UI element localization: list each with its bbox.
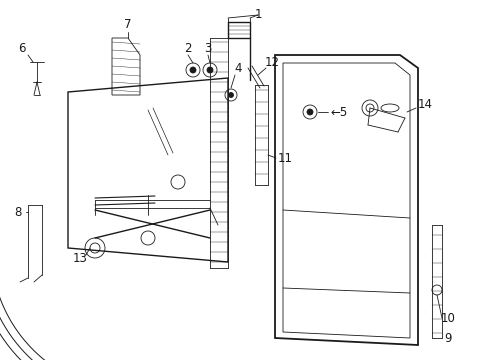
Text: 12: 12 — [264, 55, 279, 68]
Circle shape — [306, 109, 312, 115]
Text: 10: 10 — [440, 311, 454, 324]
Text: 7: 7 — [124, 18, 131, 31]
Circle shape — [206, 67, 213, 73]
Text: ←5: ←5 — [329, 105, 346, 118]
Text: 6: 6 — [18, 41, 26, 54]
Text: 4: 4 — [234, 62, 241, 75]
Text: 1: 1 — [254, 9, 261, 22]
Text: 13: 13 — [72, 252, 87, 265]
Text: 3: 3 — [204, 41, 211, 54]
Text: 8: 8 — [14, 206, 21, 219]
Circle shape — [228, 93, 233, 98]
Text: 2: 2 — [184, 41, 191, 54]
Text: 9: 9 — [443, 332, 451, 345]
Circle shape — [190, 67, 196, 73]
Text: 11: 11 — [278, 152, 292, 165]
Text: 14: 14 — [417, 99, 432, 112]
